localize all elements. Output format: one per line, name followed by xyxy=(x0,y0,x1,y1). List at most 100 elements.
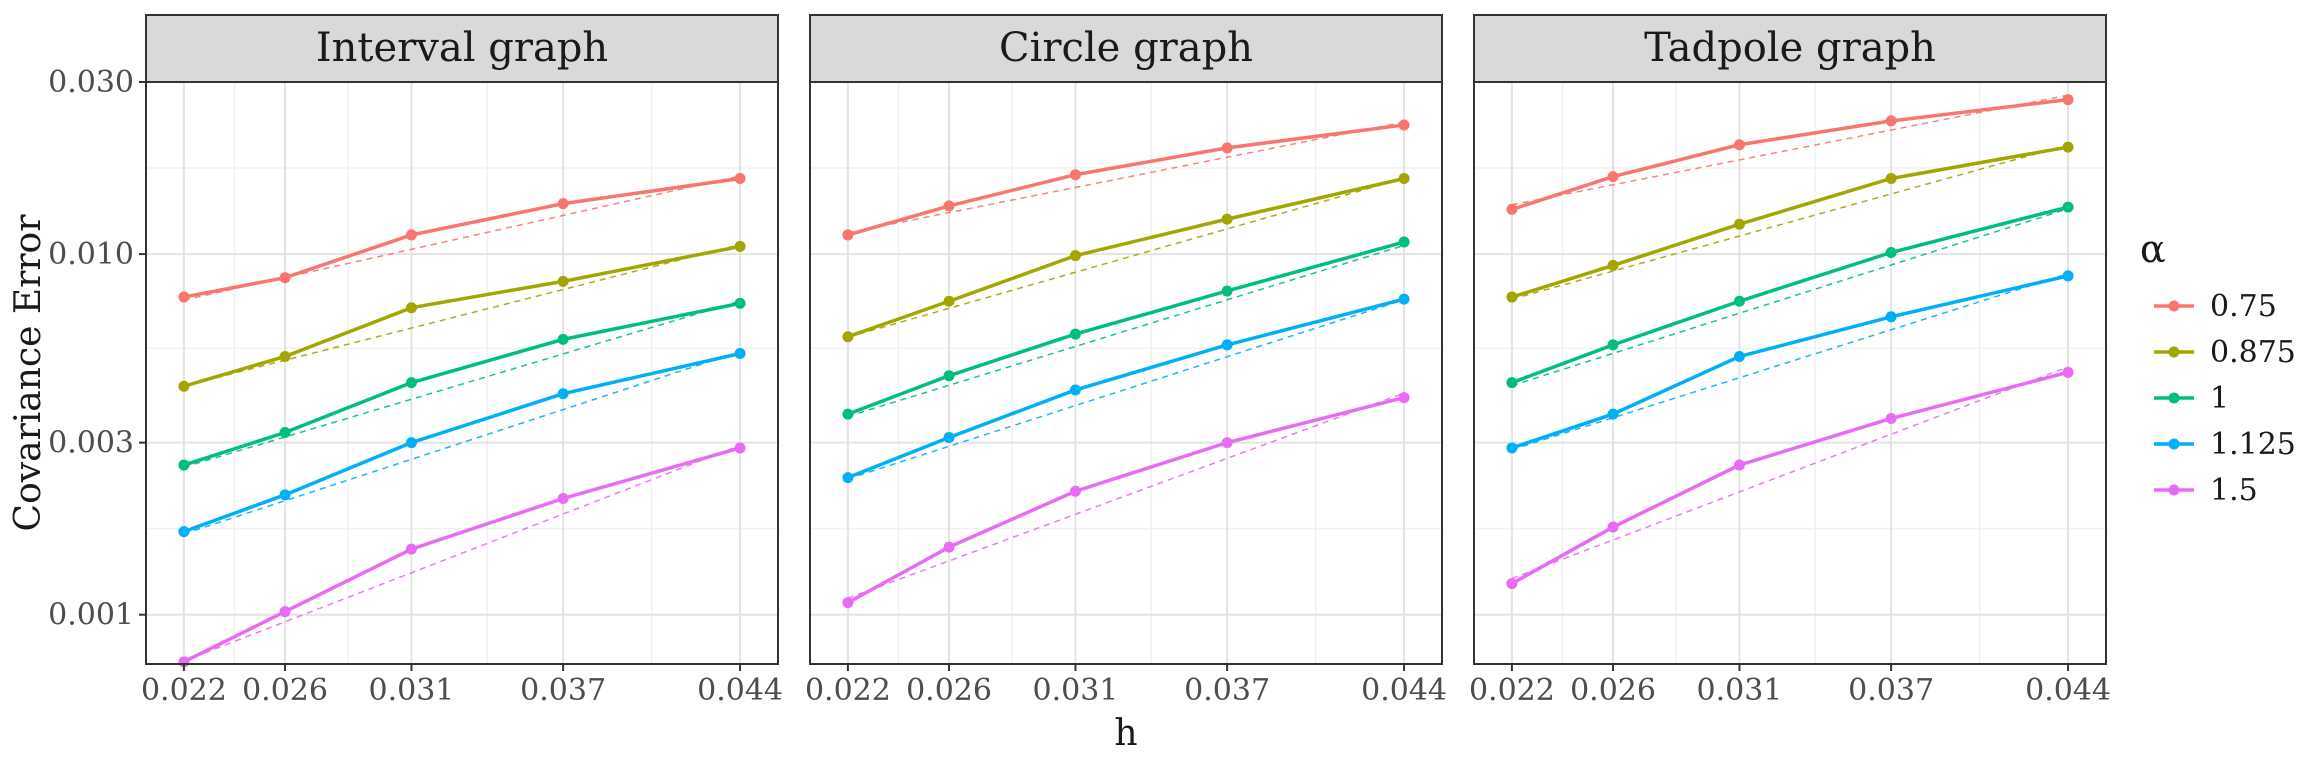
panel-border-circle-graph xyxy=(809,81,1443,665)
data-point-alpha-0-875 xyxy=(1398,173,1410,185)
data-point-alpha-1-5 xyxy=(2062,366,2074,378)
legend-label-alpha-0-75: 0.75 xyxy=(2210,289,2277,324)
reference-line-alpha-1-5 xyxy=(183,444,741,662)
legend-key-point-alpha-1-5 xyxy=(2168,484,2180,496)
reference-line-alpha-0-875 xyxy=(847,177,1405,338)
x-tick-label: 0.044 xyxy=(1361,673,1447,708)
x-tick-label: 0.026 xyxy=(1570,673,1656,708)
data-point-alpha-1-125 xyxy=(1733,350,1745,362)
data-point-alpha-0-75 xyxy=(279,272,291,284)
legend-label-alpha-1-5: 1.5 xyxy=(2210,473,2258,508)
data-point-alpha-0-75 xyxy=(1221,142,1233,154)
data-point-alpha-1 xyxy=(405,377,417,389)
x-tick-label: 0.044 xyxy=(2025,673,2111,708)
data-point-alpha-0-75 xyxy=(842,229,854,241)
data-point-alpha-0-875 xyxy=(279,350,291,362)
data-point-alpha-1-5 xyxy=(943,541,955,553)
data-point-alpha-0-875 xyxy=(2062,141,2074,153)
data-point-alpha-0-875 xyxy=(943,295,955,307)
reference-line-alpha-1-125 xyxy=(847,298,1405,480)
x-tick-label: 0.037 xyxy=(1848,673,1934,708)
legend-key-point-alpha-1-125 xyxy=(2168,438,2180,450)
data-point-alpha-0-75 xyxy=(2062,94,2074,106)
x-tick-label: 0.031 xyxy=(1032,673,1118,708)
panel-background-tadpole-graph xyxy=(1474,82,2106,664)
data-point-alpha-1-5 xyxy=(1885,412,1897,424)
data-point-alpha-0-75 xyxy=(1885,115,1897,127)
data-point-alpha-1-5 xyxy=(842,597,854,609)
data-point-alpha-1-125 xyxy=(943,432,955,444)
data-point-alpha-0-875 xyxy=(1506,291,1518,303)
panel-title-tadpole-graph: Tadpole graph xyxy=(1644,25,1936,71)
data-point-alpha-0-75 xyxy=(1607,171,1619,183)
panel-strip-circle-graph xyxy=(809,14,1443,83)
data-point-alpha-0-875 xyxy=(842,331,854,343)
data-point-alpha-0-75 xyxy=(943,200,955,212)
data-point-alpha-1 xyxy=(943,370,955,382)
legend-key-point-alpha-0-75 xyxy=(2168,300,2180,312)
panel-strip-tadpole-graph xyxy=(1473,14,2107,83)
x-tick-label: 0.031 xyxy=(1696,673,1782,708)
y-tick-label: 0.001 xyxy=(48,598,134,633)
legend-label-alpha-0-875: 0.875 xyxy=(2210,335,2296,370)
data-point-alpha-1 xyxy=(1506,377,1518,389)
data-point-alpha-1 xyxy=(734,297,746,309)
x-tick-label: 0.022 xyxy=(805,673,891,708)
data-point-alpha-1-125 xyxy=(178,526,190,538)
data-point-alpha-1-125 xyxy=(1607,408,1619,420)
data-point-alpha-1 xyxy=(1069,328,1081,340)
data-point-alpha-0-75 xyxy=(1506,203,1518,215)
x-tick-label: 0.022 xyxy=(141,673,227,708)
data-point-alpha-1-125 xyxy=(557,388,569,400)
data-point-alpha-0-875 xyxy=(1607,259,1619,271)
legend-title: α xyxy=(2140,227,2166,271)
data-point-alpha-1-125 xyxy=(405,437,417,449)
x-axis-title: h xyxy=(1114,713,1137,754)
legend-label-alpha-1-125: 1.125 xyxy=(2210,427,2296,462)
data-point-alpha-0-75 xyxy=(734,173,746,185)
data-point-alpha-1-5 xyxy=(1398,392,1410,404)
data-point-alpha-1-125 xyxy=(1398,293,1410,305)
data-point-alpha-1 xyxy=(1221,285,1233,297)
x-tick-label: 0.026 xyxy=(906,673,992,708)
reference-line-alpha-1 xyxy=(1511,208,2069,387)
data-point-alpha-0-875 xyxy=(734,240,746,252)
x-tick-label: 0.022 xyxy=(1469,673,1555,708)
panel-border-interval-graph xyxy=(145,81,779,665)
x-tick-label: 0.026 xyxy=(242,673,328,708)
data-point-alpha-0-875 xyxy=(1069,250,1081,262)
data-point-alpha-1-5 xyxy=(1607,521,1619,533)
reference-line-alpha-1 xyxy=(847,244,1405,418)
data-point-alpha-1 xyxy=(2062,201,2074,213)
data-point-alpha-1-5 xyxy=(405,543,417,555)
data-point-alpha-1-125 xyxy=(279,489,291,501)
data-point-alpha-1-125 xyxy=(1069,384,1081,396)
y-axis-title: Covariance Error xyxy=(8,214,49,532)
data-point-alpha-1-5 xyxy=(1221,437,1233,449)
x-tick-label: 0.044 xyxy=(697,673,783,708)
data-point-alpha-1 xyxy=(1398,236,1410,248)
data-point-alpha-1-125 xyxy=(1885,311,1897,323)
reference-line-alpha-1-125 xyxy=(183,350,741,535)
data-point-alpha-1-125 xyxy=(842,472,854,484)
data-point-alpha-1 xyxy=(279,427,291,439)
y-tick-label: 0.010 xyxy=(48,237,134,272)
data-point-alpha-0-875 xyxy=(1733,218,1745,230)
data-point-alpha-0-875 xyxy=(557,275,569,287)
data-point-alpha-1-5 xyxy=(1733,459,1745,471)
data-point-alpha-1-5 xyxy=(1069,485,1081,497)
data-point-alpha-0-875 xyxy=(1885,173,1897,185)
data-point-alpha-0-875 xyxy=(178,380,190,392)
panel-title-circle-graph: Circle graph xyxy=(999,25,1253,71)
reference-line-alpha-1-125 xyxy=(1511,273,2069,451)
data-point-alpha-0-75 xyxy=(178,291,190,303)
data-point-alpha-1-5 xyxy=(557,493,569,505)
reference-line-alpha-1 xyxy=(183,300,741,468)
data-point-alpha-1-125 xyxy=(734,348,746,360)
data-point-alpha-0-75 xyxy=(1733,139,1745,151)
x-tick-label: 0.037 xyxy=(520,673,606,708)
x-tick-label: 0.031 xyxy=(368,673,454,708)
data-point-alpha-1-125 xyxy=(2062,270,2074,282)
